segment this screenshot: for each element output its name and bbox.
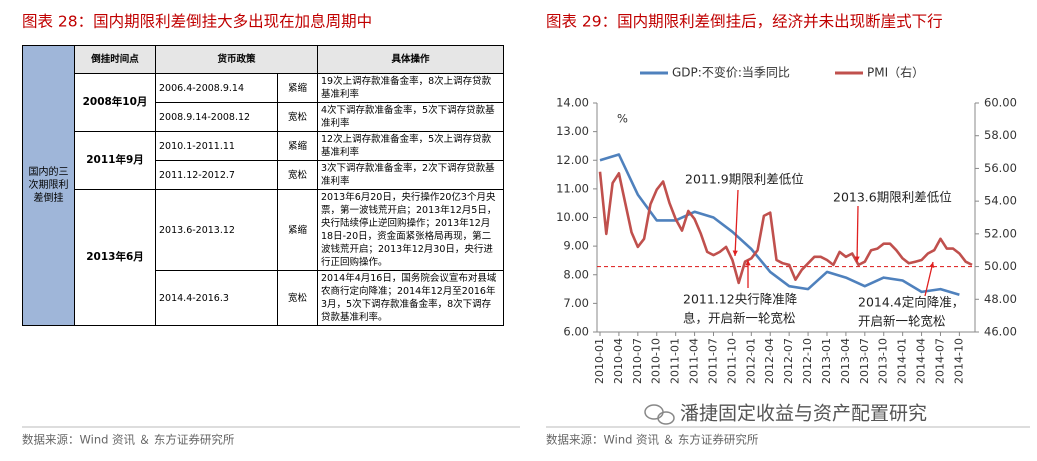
- side-label: 国内的三次期限利差倒挂: [22, 45, 75, 326]
- annotation: 2011.9期限利差低位: [685, 172, 804, 187]
- arrow-head: [732, 250, 738, 256]
- x-tick-label: 2012-04: [763, 338, 776, 384]
- annotation-arrow: [734, 189, 739, 257]
- operation-cell: 4次下调存款准备金率，5次下调存贷款基准利率: [317, 102, 505, 132]
- policy-cell: 宽松: [276, 160, 319, 190]
- table-row: 国内的三次期限利差倒挂 倒挂时间点 货币政策 具体操作: [22, 45, 505, 326]
- arrow-head: [745, 260, 751, 266]
- watermark: 潘捷固定收益与资产配置研究: [680, 403, 927, 425]
- header-cell: 具体操作: [317, 45, 505, 74]
- table-row: 2011.12-2012.7 宽松 3次下调存款准备金率，2次下调存贷款基准利率: [23, 160, 505, 190]
- x-tick-label: 2014-04: [915, 338, 928, 384]
- panel-title: 图表 28：国内期限利差倒挂大多出现在加息周期中: [22, 13, 372, 31]
- table-row: 2013年6月 2013.6-2013.12 紧缩 2013年6月20日，央行操作20…: [23, 189, 505, 326]
- series-line: [598, 171, 973, 285]
- header-cell: 货币政策: [154, 45, 319, 74]
- header-cell: 倒挂时间点: [74, 45, 156, 74]
- y-tick-label: 7.00: [563, 296, 589, 310]
- x-tick-label: 2014-01: [896, 338, 909, 384]
- y2-tick-label: 54.00: [984, 194, 1017, 208]
- x-tick-label: 2010-07: [631, 338, 644, 384]
- source-note: 数据来源：Wind 资讯 ＆ 东方证券研究所: [22, 433, 235, 447]
- period-cell: 2008.9.14-2008.12: [155, 102, 278, 132]
- operation-cell: 2014年4月16日，国务院会议宣布对县域农商行定向降准；2014年12月至20…: [317, 270, 505, 326]
- policy-cell: 紧缩: [276, 73, 319, 103]
- policy-cell: 宽松: [276, 102, 319, 132]
- annotation-arrow: [856, 205, 859, 263]
- operation-cell: 3次下调存款准备金率，2次下调存贷款基准利率: [317, 160, 505, 190]
- period-cell: 2013.6-2013.12: [155, 189, 278, 271]
- x-tick-label: 2013-01: [820, 338, 833, 384]
- table-row: 2014.4-2016.3 宽松 2014年4月16日，国务院会议宣布对县域农商行定…: [23, 270, 505, 326]
- y-tick-label: 12.00: [556, 153, 589, 167]
- x-tick-label: 2013-10: [877, 338, 890, 384]
- y2-tick-label: 46.00: [984, 325, 1017, 339]
- y-unit-label: %: [617, 112, 628, 126]
- y2-tick-label: 48.00: [984, 292, 1017, 306]
- time-cell: 2011年9月: [74, 131, 156, 190]
- time-cell: 2013年6月: [74, 189, 156, 326]
- policy-cell: 宽松: [276, 270, 319, 326]
- legend-label: GDP:不变价:当季同比: [672, 65, 790, 80]
- x-tick-label: 2014-10: [952, 338, 965, 384]
- y2-tick-label: 58.00: [984, 128, 1017, 142]
- x-tick-label: 2013-04: [839, 338, 852, 384]
- y2-tick-label: 56.00: [984, 161, 1017, 175]
- x-tick-label: 2010-01: [593, 338, 606, 384]
- legend-label: PMI（右）: [867, 65, 924, 80]
- x-tick-label: 2011-01: [669, 338, 682, 384]
- operation-cell: 19次上调存款准备金率，8次上调存贷款基准利率: [317, 73, 505, 103]
- source-note: 数据来源：Wind 资讯 ＆ 东方证券研究所: [546, 433, 759, 447]
- time-cell: 2008年10月: [74, 73, 156, 132]
- annotation: 2014.4定向降准，: [858, 295, 964, 310]
- annotation-arrow: [924, 261, 934, 297]
- table: 国内的三次期限利差倒挂 倒挂时间点 货币政策 具体操作 2008年10月 2006.4-2…: [22, 45, 505, 326]
- annotation: 息，开启新一轮宽松: [683, 311, 796, 326]
- annotation: 2011.12央行降准降: [683, 292, 798, 307]
- x-tick-label: 2012-01: [744, 338, 757, 384]
- x-tick-label: 2014-07: [933, 338, 946, 384]
- y-tick-label: 11.00: [556, 181, 589, 195]
- policy-cell: 紧缩: [276, 189, 319, 271]
- watermark-icon: [644, 404, 675, 425]
- annotation: 2013.6期限利差低位: [833, 190, 952, 205]
- series-line: [599, 153, 960, 297]
- table-row: 2011年9月 2010.1-2011.11 紧缩 12次上调存款准备金率，5次上调存…: [23, 131, 505, 190]
- operation-cell: 12次上调存款准备金率，5次上调存贷款基准利率: [317, 131, 505, 161]
- x-tick-label: 2010-04: [612, 338, 625, 384]
- panel-title: 图表 29：国内期限利差倒挂后，经济并未出现断崖式下行: [546, 13, 943, 31]
- operation-cell: 2013年6月20日，央行操作20亿3个月央票，第一波钱荒开启；2013年12月…: [317, 189, 505, 271]
- arrow-head: [854, 256, 860, 262]
- y2-tick-label: 50.00: [984, 259, 1017, 273]
- table-row: 2008.9.14-2008.12 宽松 4次下调存款准备金率，5次下调存贷款基准利…: [23, 102, 505, 132]
- x-tick-label: 2011-04: [688, 338, 701, 384]
- arrow-head: [929, 262, 935, 268]
- y2-tick-label: 52.00: [984, 226, 1017, 240]
- y-tick-label: 10.00: [556, 210, 589, 224]
- x-tick-label: 2013-07: [858, 338, 871, 384]
- y-tick-label: 6.00: [563, 325, 589, 339]
- x-tick-label: 2011-07: [706, 338, 719, 384]
- x-tick-label: 2010-10: [650, 338, 663, 384]
- annotation: 开启新一轮宽松: [858, 314, 946, 329]
- y-tick-label: 14.00: [556, 96, 589, 110]
- period-cell: 2014.4-2016.3: [155, 270, 278, 326]
- y2-tick-label: 60.00: [984, 96, 1017, 110]
- y-tick-label: 13.00: [556, 124, 589, 138]
- x-tick-label: 2012-10: [801, 338, 814, 384]
- table-row: 2008年10月 2006.4-2008.9.14 紧缩 19次上调存款准备金率，8次…: [23, 73, 505, 132]
- x-tick-label: 2011-10: [725, 338, 738, 384]
- period-cell: 2010.1-2011.11: [155, 131, 278, 161]
- x-tick-label: 2012-07: [782, 338, 795, 384]
- period-cell: 2011.12-2012.7: [155, 160, 278, 190]
- table-wrap: 国内的三次期限利差倒挂 倒挂时间点 货币政策 具体操作 2008年10月 2006.4-2…: [22, 45, 505, 326]
- y-tick-label: 9.00: [563, 239, 589, 253]
- period-cell: 2006.4-2008.9.14: [155, 73, 278, 103]
- policy-cell: 紧缩: [276, 131, 319, 161]
- y-tick-label: 8.00: [563, 267, 589, 281]
